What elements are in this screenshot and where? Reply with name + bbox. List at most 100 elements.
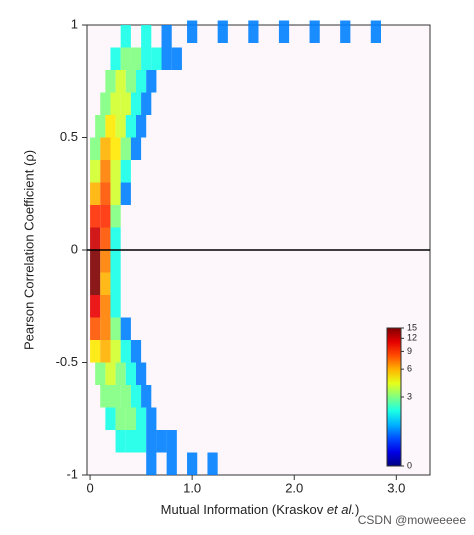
density-point	[110, 317, 121, 340]
density-point	[130, 92, 142, 115]
density-point	[125, 407, 136, 430]
x-label-part: et al.	[327, 502, 355, 517]
density-point	[125, 70, 136, 93]
density-point	[90, 137, 101, 160]
density-point	[110, 340, 121, 363]
density-point	[100, 250, 111, 273]
density-point	[100, 272, 111, 295]
density-point	[105, 70, 116, 93]
density-point	[340, 20, 351, 43]
x-label-part: )	[355, 502, 359, 517]
density-point	[100, 317, 111, 340]
density-point	[100, 227, 111, 250]
density-point	[136, 115, 147, 138]
density-point	[120, 182, 131, 205]
watermark: CSDN @moweeeee	[358, 513, 467, 527]
density-point	[110, 47, 121, 70]
density-point	[120, 92, 131, 115]
density-point	[100, 92, 111, 115]
density-point	[90, 295, 101, 318]
density-point	[90, 250, 101, 273]
density-point	[105, 362, 116, 385]
density-point	[248, 20, 259, 43]
density-point	[171, 47, 182, 70]
density-point	[90, 182, 101, 205]
density-point	[100, 205, 111, 228]
density-point	[156, 430, 167, 453]
density-point	[105, 407, 116, 430]
density-point	[278, 20, 290, 43]
density-point	[141, 25, 152, 48]
density-point	[136, 70, 147, 93]
density-point	[110, 295, 121, 318]
density-point	[90, 227, 101, 250]
density-point	[120, 25, 131, 48]
density-point	[100, 137, 111, 160]
colorbar-tick-label: 12	[407, 333, 417, 343]
density-point	[120, 385, 131, 408]
density-point	[120, 340, 131, 363]
density-point	[110, 385, 121, 408]
colorbar-tick-label: 15	[407, 322, 417, 332]
density-point	[115, 70, 126, 93]
density-point	[146, 430, 157, 453]
density-point	[130, 137, 142, 160]
colorbar	[386, 327, 402, 467]
density-point	[141, 47, 152, 70]
density-point	[125, 115, 136, 138]
density-point	[100, 295, 111, 318]
colorbar-tick-label: 9	[407, 346, 412, 356]
density-point	[110, 137, 121, 160]
y-tick-label: -1	[66, 466, 78, 481]
density-point	[161, 25, 172, 48]
density-point	[136, 362, 147, 385]
density-point	[110, 272, 121, 295]
density-point	[115, 115, 126, 138]
density-point	[141, 385, 152, 408]
density-point	[105, 115, 116, 138]
colorbar-tick-label: 0	[407, 460, 412, 470]
density-point	[130, 385, 142, 408]
density-point	[130, 340, 142, 363]
density-point	[141, 92, 152, 115]
density-point	[151, 47, 162, 70]
x-label-part: Mutual Information (Kraskov	[161, 502, 327, 517]
y-tick-label: 1	[71, 16, 78, 31]
density-point	[166, 452, 177, 475]
density-point	[130, 47, 142, 70]
density-point	[136, 407, 147, 430]
x-tick-label: 1.0	[183, 480, 201, 495]
density-point	[90, 317, 101, 340]
density-point	[100, 385, 111, 408]
density-point	[115, 362, 126, 385]
density-point	[100, 340, 111, 363]
y-axis-label: Pearson Correlation Coefficient (ρ)	[21, 150, 36, 350]
density-point	[110, 160, 121, 183]
density-point	[95, 115, 106, 138]
density-point	[120, 47, 131, 70]
x-tick-label: 2.0	[285, 480, 303, 495]
x-tick-label: 3.0	[387, 480, 405, 495]
density-point	[90, 272, 101, 295]
density-point	[187, 452, 198, 475]
density-point	[146, 407, 157, 430]
density-point	[100, 160, 111, 183]
x-axis-label: Mutual Information (Kraskov et al.)	[161, 502, 360, 517]
density-point	[90, 160, 101, 183]
density-point	[120, 137, 131, 160]
density-point	[166, 430, 177, 453]
density-point	[370, 20, 381, 43]
density-point	[309, 20, 320, 43]
density-point	[217, 20, 228, 43]
density-point	[146, 70, 157, 93]
density-point	[136, 430, 147, 453]
density-point	[115, 407, 126, 430]
density-point	[207, 452, 218, 475]
density-point	[90, 340, 101, 363]
density-point	[125, 430, 136, 453]
y-tick-label: -0.5	[56, 354, 78, 369]
y-tick-label: 0.5	[60, 129, 78, 144]
colorbar-tick-label: 6	[407, 364, 412, 374]
colorbar-tick-label: 3	[407, 391, 412, 401]
density-point	[161, 47, 172, 70]
